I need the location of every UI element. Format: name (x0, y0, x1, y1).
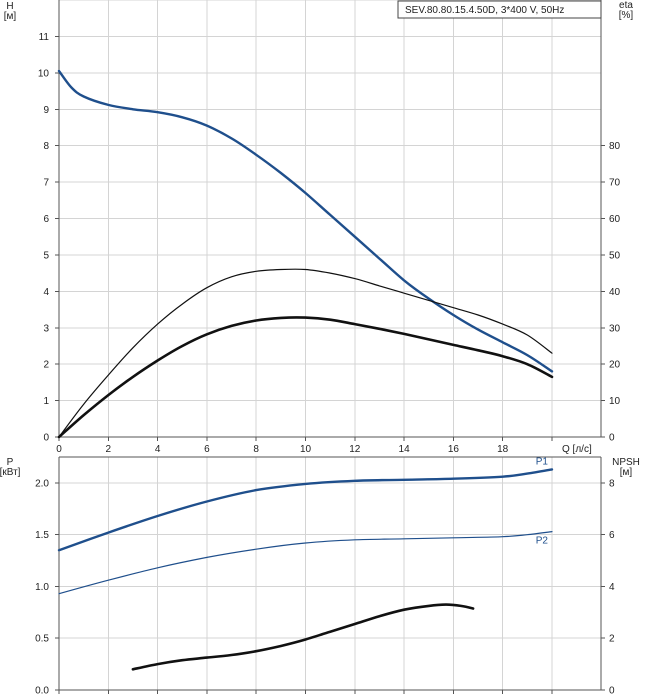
x-axis-label: Q [л/с] (562, 444, 592, 455)
left-tick-label: 7 (43, 178, 49, 189)
x-tick-label: 10 (300, 444, 312, 455)
right-axis-name: NPSH (612, 457, 640, 468)
series-line-1-2 (131, 603, 475, 671)
right-tick-label: 40 (609, 287, 621, 298)
right-axis-name: eta (619, 0, 633, 11)
left-tick-label: 2 (43, 360, 49, 371)
title-box (397, 0, 602, 19)
series-line-1-0 (57, 468, 554, 552)
left-tick-label: 5 (43, 250, 49, 261)
left-tick-label: 3 (43, 323, 49, 334)
right-tick-label: 10 (609, 396, 621, 407)
right-tick-label: 20 (609, 360, 621, 371)
right-tick-label: 30 (609, 323, 621, 334)
series-label-p2: P2 (536, 536, 549, 547)
x-tick-label: 0 (56, 444, 62, 455)
right-tick-label: 0 (609, 686, 615, 697)
left-tick-label: 9 (43, 105, 49, 116)
left-axis-name: H (6, 1, 13, 12)
x-tick-label: 16 (448, 444, 460, 455)
right-tick-label: 8 (609, 478, 615, 489)
right-axis-unit: [м] (620, 467, 633, 478)
series-layer (57, 69, 554, 671)
series-line-1-1 (58, 531, 553, 595)
x-tick-label: 18 (497, 444, 509, 455)
right-tick-label: 4 (609, 582, 615, 593)
right-tick-label: 50 (609, 250, 621, 261)
series-line-0-1 (58, 268, 553, 438)
right-tick-label: 60 (609, 214, 621, 225)
right-tick-label: 2 (609, 634, 615, 645)
left-axis-unit: [кВт] (0, 467, 21, 478)
series-line-0-2 (57, 316, 554, 439)
grid-layer (58, 0, 601, 691)
left-axis-name: P (7, 457, 14, 468)
left-tick-label: 1.5 (35, 530, 49, 541)
left-axis-unit: [м] (4, 11, 17, 22)
left-tick-label: 10 (38, 68, 50, 79)
left-tick-label: 6 (43, 214, 49, 225)
right-tick-label: 0 (609, 433, 615, 444)
x-tick-label: 14 (399, 444, 411, 455)
left-tick-label: 2.0 (35, 478, 49, 489)
left-tick-label: 11 (39, 32, 50, 43)
left-tick-label: 1 (43, 396, 49, 407)
left-tick-label: 8 (43, 141, 49, 152)
right-tick-label: 6 (609, 530, 615, 541)
right-axis-unit: [%] (619, 10, 634, 21)
axis-layer (55, 0, 605, 694)
x-tick-label: 2 (106, 444, 112, 455)
x-tick-label: 8 (253, 444, 259, 455)
series-label-p1: P1 (536, 456, 549, 467)
left-tick-label: 1.0 (35, 582, 49, 593)
series-line-0-0 (57, 69, 554, 373)
right-tick-label: 70 (609, 178, 621, 189)
left-tick-label: 0.5 (35, 634, 49, 645)
left-tick-label: 4 (43, 287, 49, 298)
x-tick-label: 12 (349, 444, 361, 455)
title-box-text: SEV.80.80.15.4.50D, 3*400 V, 50Hz (405, 5, 564, 16)
left-tick-label: 0 (43, 433, 49, 444)
right-tick-label: 80 (609, 141, 621, 152)
left-tick-label: 0.0 (35, 686, 49, 697)
x-tick-label: 6 (204, 444, 210, 455)
x-tick-label: 4 (155, 444, 161, 455)
